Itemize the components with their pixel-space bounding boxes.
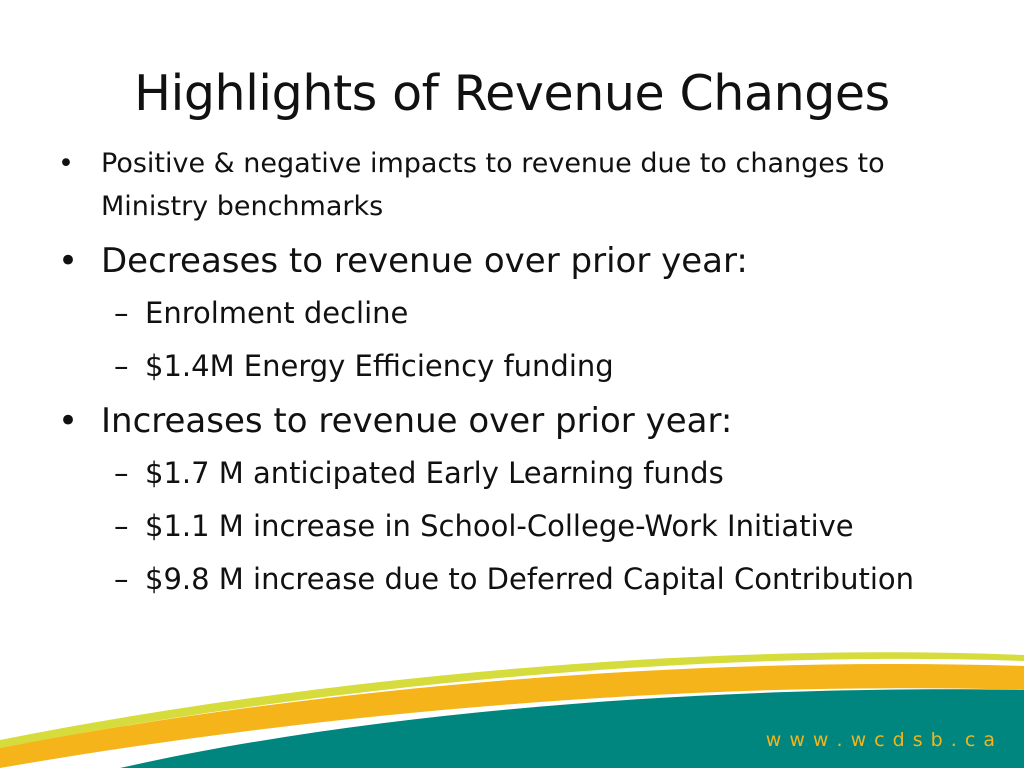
dash-icon: –	[114, 509, 129, 543]
yellow-green-swoosh	[0, 652, 1024, 748]
sub-bullet-text: Enrolment decline	[145, 296, 409, 330]
bullet-text: Decreases to revenue over prior year:	[101, 241, 748, 281]
sub-bullet-text: $1.7 M anticipated Early Learning funds	[145, 456, 724, 490]
dash-icon: –	[114, 296, 129, 330]
sub-bullet-text: $9.8 M increase due to Deferred Capital …	[145, 562, 915, 596]
sub-bullet-item: – Enrolment decline	[58, 291, 978, 335]
sub-bullet-item: – $1.7 M anticipated Early Learning fund…	[58, 451, 978, 495]
sub-bullet-item: – $1.4M Energy Efficiency funding	[58, 344, 978, 388]
dash-icon: –	[114, 349, 129, 383]
bullet-icon: •	[58, 148, 74, 179]
bullet-item: • Decreases to revenue over prior year:	[58, 237, 978, 285]
bullet-item: • Increases to revenue over prior year:	[58, 397, 978, 445]
bullet-text: Increases to revenue over prior year:	[101, 401, 733, 441]
gold-swoosh	[0, 663, 1024, 768]
sub-bullet-text: $1.1 M increase in School-College-Work I…	[145, 509, 854, 543]
bullet-text: Positive & negative impacts to revenue d…	[101, 148, 885, 222]
website-url: w w w . w c d s b . c a	[765, 729, 996, 751]
bullet-item: • Positive & negative impacts to revenue…	[58, 142, 978, 228]
sub-bullet-list: – Enrolment decline – $1.4M Energy Effic…	[58, 291, 978, 388]
slide-title: Highlights of Revenue Changes	[134, 65, 890, 122]
sub-bullet-text: $1.4M Energy Efficiency funding	[145, 349, 614, 383]
bullet-icon: •	[58, 401, 79, 441]
bullet-icon: •	[58, 241, 79, 281]
sub-bullet-item: – $9.8 M increase due to Deferred Capita…	[58, 557, 978, 601]
slide-content: • Positive & negative impacts to revenue…	[58, 142, 978, 610]
sub-bullet-list: – $1.7 M anticipated Early Learning fund…	[58, 451, 978, 601]
dash-icon: –	[114, 562, 129, 596]
teal-band	[120, 689, 1024, 768]
sub-bullet-item: – $1.1 M increase in School-College-Work…	[58, 504, 978, 548]
dash-icon: –	[114, 456, 129, 490]
